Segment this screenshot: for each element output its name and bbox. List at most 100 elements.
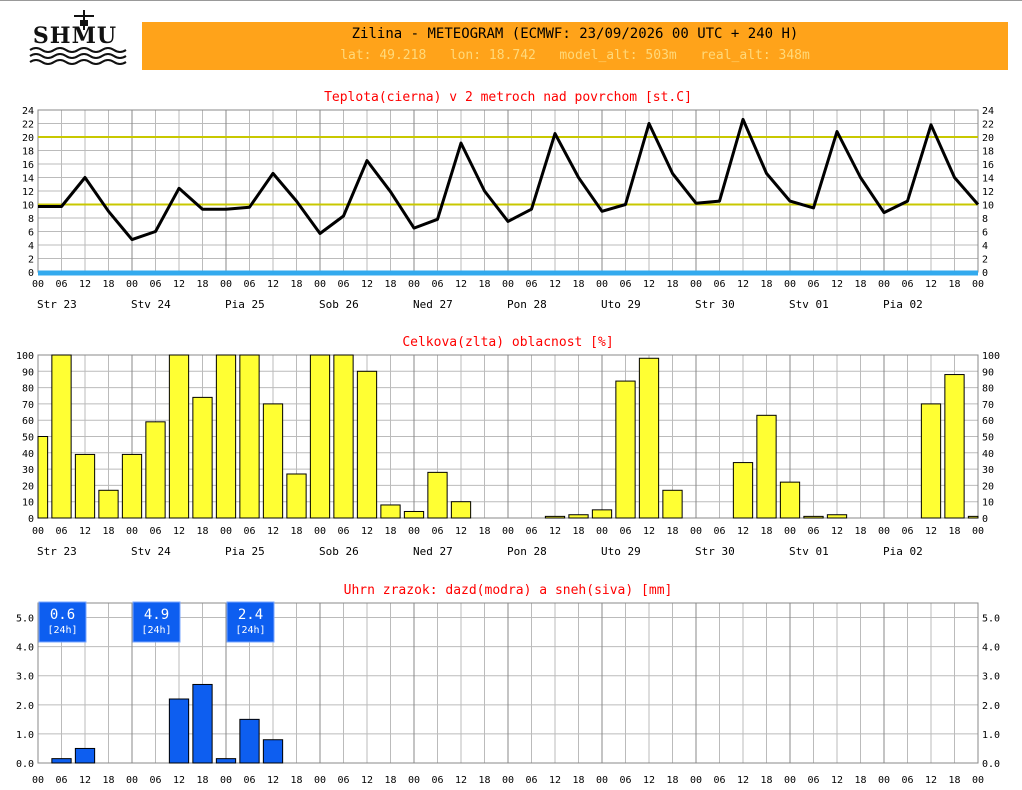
- logo-text: SHMU: [33, 23, 117, 49]
- x-hour-label: 12: [79, 775, 91, 786]
- x-hour-label: 12: [925, 279, 937, 290]
- x-hour-label: 06: [807, 279, 819, 290]
- x-day-label: Sob 26: [319, 298, 359, 311]
- x-hour-label: 00: [972, 775, 984, 786]
- x-hour-label: 00: [596, 775, 608, 786]
- x-hour-label: 18: [854, 526, 866, 537]
- x-hour-label: 18: [666, 526, 678, 537]
- cloud-bar: [427, 471, 448, 519]
- x-hour-label: 18: [384, 775, 396, 786]
- y-tick-label-right: 4.0: [982, 643, 1000, 654]
- y-tick-label-left: 100: [16, 351, 34, 362]
- x-hour-label: 06: [525, 526, 537, 537]
- precip-bar: [74, 747, 96, 764]
- precip-bar: [215, 758, 237, 764]
- x-day-label: Str 30: [695, 545, 735, 558]
- y-tick-label-left: 10: [22, 201, 34, 212]
- y-tick-label-right: 100: [982, 351, 1000, 362]
- x-hour-label: 00: [878, 279, 890, 290]
- cloud-bar: [333, 354, 354, 519]
- y-tick-label-left: 14: [22, 174, 34, 185]
- y-tick-label-left: 0.0: [16, 759, 34, 770]
- cloud-bar: [591, 509, 613, 519]
- cloud-bar: [51, 354, 72, 519]
- chart-panel-3: Uhrn zrazok: dazd(modra) a sneh(siva) [m…: [16, 583, 1000, 786]
- x-hour-label: 12: [643, 526, 655, 537]
- y-tick-label-right: 18: [982, 147, 994, 158]
- cloud-bar: [732, 462, 754, 519]
- x-hour-label: 12: [361, 775, 373, 786]
- header-lat: lat: 49.218: [340, 48, 427, 63]
- x-hour-label: 00: [32, 279, 44, 290]
- x-hour-label: 06: [619, 279, 631, 290]
- x-hour-label: 00: [502, 526, 514, 537]
- x-hour-label: 06: [337, 775, 349, 786]
- y-tick-label-left: 70: [22, 400, 34, 411]
- x-hour-label: 06: [901, 279, 913, 290]
- x-hour-label: 00: [690, 775, 702, 786]
- x-hour-label: 12: [643, 279, 655, 290]
- x-hour-label: 18: [102, 279, 114, 290]
- x-hour-label: 12: [549, 279, 561, 290]
- y-tick-label-right: 4: [982, 241, 988, 252]
- x-hour-label: 18: [760, 775, 772, 786]
- y-tick-label-right: 90: [982, 367, 994, 378]
- x-hour-label: 06: [149, 526, 161, 537]
- cloud-bar: [37, 436, 49, 519]
- x-hour-label: 06: [431, 775, 443, 786]
- y-tick-label-left: 5.0: [16, 614, 34, 625]
- x-hour-label: 00: [220, 775, 232, 786]
- daily-total-note: [24h]: [235, 625, 265, 636]
- y-tick-label-right: 70: [982, 400, 994, 411]
- x-day-label: Pia 25: [225, 298, 265, 311]
- y-tick-label-left: 6: [28, 228, 34, 239]
- y-tick-label-right: 2: [982, 255, 988, 266]
- x-hour-label: 18: [384, 279, 396, 290]
- y-tick-label-left: 30: [22, 465, 34, 476]
- cloud-bar: [756, 414, 777, 519]
- y-tick-label-left: 3.0: [16, 672, 34, 683]
- cloud-bar: [121, 453, 143, 519]
- x-hour-label: 00: [126, 775, 138, 786]
- y-tick-label-right: 20: [982, 133, 994, 144]
- daily-total-box-bg: [132, 601, 181, 643]
- x-hour-label: 12: [173, 526, 185, 537]
- cloud-bar: [638, 357, 660, 519]
- cloud-bar: [168, 354, 190, 519]
- y-tick-label-right: 16: [982, 160, 994, 171]
- daily-total-box: 2.4 [24h]: [226, 601, 275, 643]
- x-hour-label: 12: [173, 279, 185, 290]
- y-tick-label-left: 2.0: [16, 701, 34, 712]
- chart-title: Teplota(cierna) v 2 metroch nad povrchom…: [324, 90, 692, 105]
- y-tick-label-right: 60: [982, 416, 994, 427]
- x-day-label: Stv 24: [131, 545, 171, 558]
- x-hour-label: 06: [525, 775, 537, 786]
- x-day-label: Uto 29: [601, 545, 641, 558]
- x-hour-label: 18: [196, 526, 208, 537]
- x-hour-label: 00: [878, 526, 890, 537]
- x-hour-label: 06: [807, 775, 819, 786]
- y-tick-label-right: 80: [982, 384, 994, 395]
- y-tick-label-right: 20: [982, 481, 994, 492]
- x-hour-label: 06: [713, 775, 725, 786]
- x-hour-label: 18: [196, 775, 208, 786]
- x-hour-label: 18: [948, 775, 960, 786]
- x-hour-label: 12: [549, 775, 561, 786]
- y-tick-label-right: 3.0: [982, 672, 1000, 683]
- x-day-label: Str 23: [37, 545, 77, 558]
- x-hour-label: 12: [643, 775, 655, 786]
- x-hour-label: 12: [361, 526, 373, 537]
- x-day-label: Sob 26: [319, 545, 359, 558]
- x-hour-label: 00: [314, 279, 326, 290]
- x-hour-label: 06: [713, 279, 725, 290]
- y-tick-label-left: 22: [22, 120, 34, 131]
- daily-total-value: 0.6: [50, 607, 75, 623]
- cloud-bar: [309, 354, 331, 519]
- header-banner: Zilina - METEOGRAM (ECMWF: 23/09/2026 00…: [142, 22, 1008, 70]
- x-hour-label: 00: [220, 526, 232, 537]
- x-hour-label: 18: [572, 279, 584, 290]
- x-hour-label: 06: [431, 279, 443, 290]
- x-hour-label: 06: [243, 526, 255, 537]
- x-hour-label: 00: [314, 526, 326, 537]
